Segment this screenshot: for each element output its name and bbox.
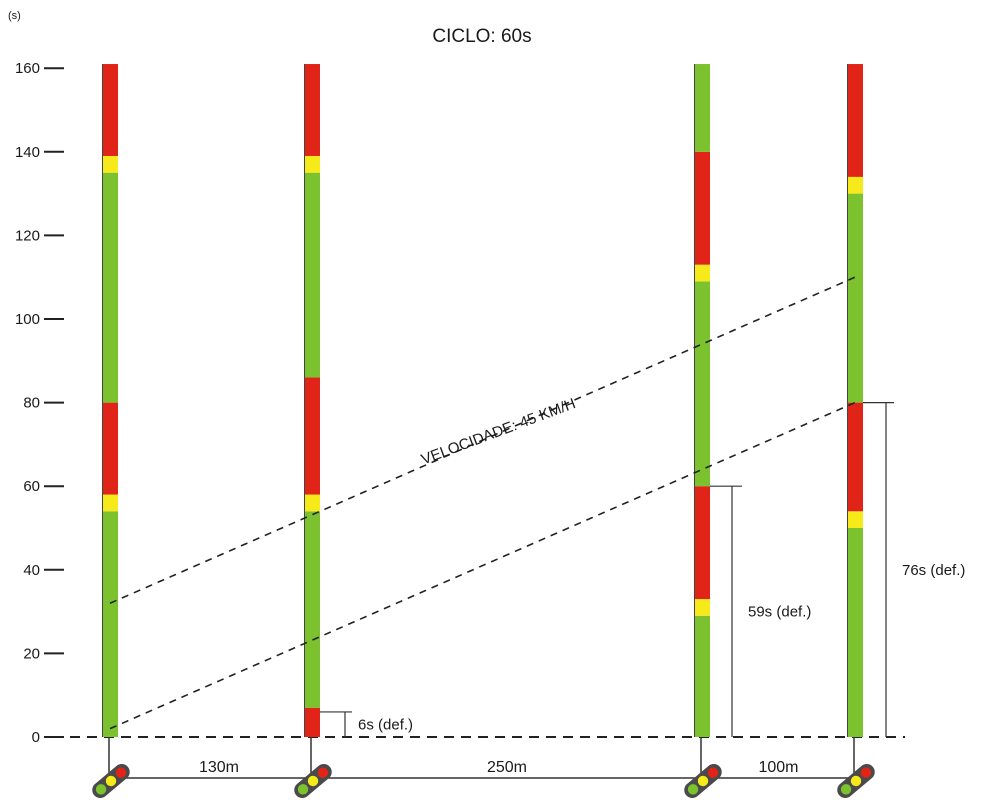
traffic-light-icon-4 (837, 764, 875, 798)
signal-2-segment-1-green (304, 511, 320, 708)
signal-3-segment-5-red (694, 151, 710, 265)
traffic-light-yellow-lamp (697, 775, 709, 787)
signal-1-segment-3-green (102, 172, 118, 403)
traffic-light-yellow-lamp (105, 775, 117, 787)
y-axis-unit-label: (s) (8, 10, 21, 22)
signal-2-segment-5-yellow (304, 155, 320, 173)
distance-axis: 130m 250m 100m (108, 737, 855, 779)
traffic-light-yellow-lamp (307, 775, 319, 787)
traffic-light-red-lamp (860, 767, 872, 778)
signal-2-segment-2-yellow (304, 494, 320, 512)
distance-label-3: 100m (758, 759, 798, 776)
signal-4-segment-3-green (847, 193, 863, 403)
signal-3-segment-4-yellow (694, 264, 710, 282)
signal-2-segment-6-red (304, 64, 320, 156)
traffic-light-red-lamp (317, 767, 329, 778)
y-tick-label-20: 20 (23, 645, 40, 662)
signal-1-segment-1-yellow (102, 494, 118, 512)
traffic-light-green-lamp (95, 784, 107, 795)
traffic-light-icon-3 (684, 764, 722, 798)
signal-1-segment-5-red (102, 64, 118, 156)
y-tick-label-120: 120 (15, 227, 40, 244)
offset-annotation-signal-3: 59s (def.) (710, 485, 811, 737)
traffic-lights (92, 764, 875, 798)
y-tick-label-60: 60 (23, 478, 40, 495)
signal-4-segment-5-red (847, 64, 863, 177)
signal-bar-3 (694, 64, 710, 737)
signal-4-segment-4-yellow (847, 176, 863, 194)
offset-label: 76s (def.) (902, 562, 965, 579)
signal-2-segment-3-red (304, 377, 320, 495)
offset-label: 59s (def.) (748, 604, 811, 621)
green-wave-bands (109, 276, 856, 730)
offset-annotation-signal-4: 76s (def.) (863, 402, 965, 737)
y-tick-label-100: 100 (15, 311, 40, 328)
y-axis: 0 20 40 60 80 100 120 140 160 (15, 60, 64, 746)
offset-annotations: 6s (def.) 59s (def.) 76s (def.) (320, 402, 965, 737)
signal-2-segment-4-green (304, 172, 320, 378)
signal-2-segment-0-red (304, 707, 320, 737)
signal-bar-2 (304, 64, 320, 737)
y-tick-label-80: 80 (23, 395, 40, 412)
traffic-light-green-lamp (297, 784, 309, 795)
traffic-light-icon-1 (92, 764, 130, 798)
traffic-light-green-lamp (840, 784, 852, 795)
signal-1-segment-0-green (102, 511, 118, 737)
y-tick-label-40: 40 (23, 562, 40, 579)
offset-annotation-signal-2: 6s (def.) (320, 711, 413, 737)
offset-label: 6s (def.) (358, 716, 413, 733)
y-tick-label-160: 160 (15, 60, 40, 77)
signal-bar-1 (102, 64, 118, 737)
traffic-light-red-lamp (115, 767, 127, 778)
signal-3-segment-0-green (694, 615, 710, 737)
traffic-light-icon-2 (294, 764, 332, 798)
signal-4-segment-2-red (847, 402, 863, 512)
signal-bars (102, 64, 863, 737)
distance-label-2: 250m (487, 759, 527, 776)
y-tick-label-140: 140 (15, 144, 40, 161)
green-wave-line-1 (109, 276, 856, 604)
signal-3-segment-6-green (694, 64, 710, 152)
signal-3-segment-2-red (694, 486, 710, 600)
y-tick-label-0: 0 (32, 729, 40, 746)
signal-3-segment-3-green (694, 281, 710, 487)
signal-1-segment-4-yellow (102, 155, 118, 173)
green-wave-line-2 (109, 401, 856, 730)
traffic-light-yellow-lamp (850, 775, 862, 787)
signal-bar-4 (847, 64, 863, 737)
signal-4-segment-1-yellow (847, 511, 863, 528)
signal-1-segment-2-red (102, 402, 118, 495)
traffic-light-red-lamp (707, 767, 719, 778)
distance-label-1: 130m (199, 759, 239, 776)
signal-4-segment-0-green (847, 528, 863, 737)
speed-label: VELOCIDADE: 45 KM/H (419, 395, 578, 468)
cycle-title: CICLO: 60s (432, 26, 531, 47)
traffic-light-green-lamp (687, 784, 699, 795)
signal-3-segment-1-yellow (694, 599, 710, 616)
